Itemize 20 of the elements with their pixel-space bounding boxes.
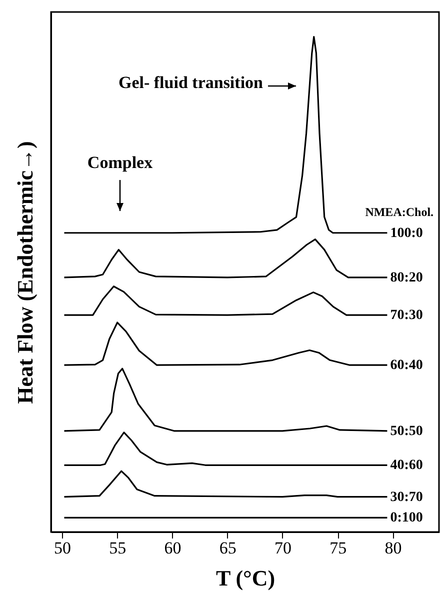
x-tick-label: 55 [109, 538, 126, 558]
series-label: 70:30 [390, 308, 423, 324]
series-label: 60:40 [390, 358, 423, 374]
annotation: Gel- fluid transition [118, 73, 264, 92]
annotation: Complex [87, 153, 154, 172]
series-label: 30:70 [390, 490, 423, 505]
series-label: 40:60 [390, 458, 423, 474]
x-tick-label: 50 [54, 538, 72, 558]
x-tick-label: 60 [164, 538, 182, 558]
series-label: 80:20 [390, 270, 423, 286]
x-axis-title: T (°C) [216, 566, 276, 590]
series-label: 100:0 [390, 226, 423, 241]
x-tick-label: 70 [274, 538, 292, 558]
y-axis-title: Heat Flow (Endothermic→) [12, 141, 38, 404]
x-tick-label: 80 [384, 538, 402, 558]
series-label: 0:100 [390, 510, 423, 526]
x-tick-label: 75 [330, 538, 347, 558]
legend-title: NMEA:Chol. [365, 204, 434, 219]
x-tick-label: 65 [219, 538, 236, 558]
series-label: 50:50 [390, 424, 423, 439]
